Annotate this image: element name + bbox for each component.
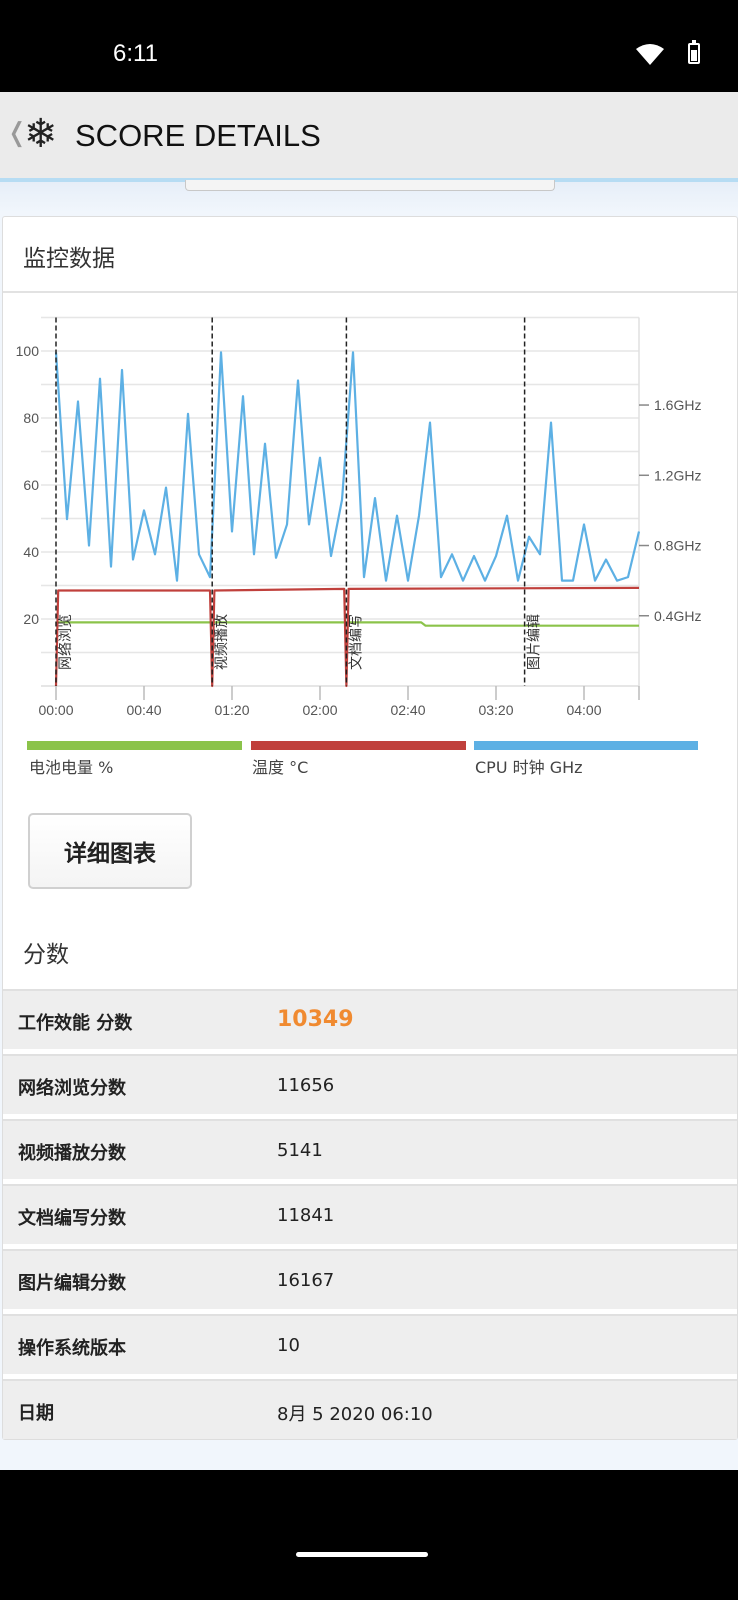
row-label: 文档编写分数	[18, 1208, 126, 1229]
detail-chart-button[interactable]: 详细图表	[28, 813, 192, 889]
battery-icon	[688, 40, 700, 64]
legend-cpu-swatch	[474, 741, 698, 750]
row-value: 8月 5 2020 06:10	[277, 1404, 433, 1425]
event-label: 文档编写	[348, 614, 364, 670]
y-left-tick-label: 100	[16, 343, 40, 359]
x-tick-label: 02:00	[302, 702, 337, 718]
x-tick-label: 03:20	[478, 702, 513, 718]
chevron-left-icon[interactable]: ❬	[6, 118, 28, 148]
y-left-tick-label: 20	[23, 611, 39, 627]
row-value: 10	[277, 1335, 300, 1356]
monitor-chart: 100 80 60 40 20 1.6GHz 1.2GHz 0.8GHz 0.4GHz 00:00…	[16, 316, 701, 718]
page-title: SCORE DETAILS	[75, 118, 321, 153]
status-bar: 6:11	[0, 0, 738, 92]
table-row: 图片编辑分数 16167	[3, 1249, 737, 1309]
event-label: 图片编辑	[527, 614, 543, 670]
row-label: 网络浏览分数	[18, 1078, 126, 1099]
y-right-tick-label: 0.8GHz	[654, 538, 701, 554]
x-tick-label: 01:20	[214, 702, 249, 718]
table-row: 文档编写分数 11841	[3, 1184, 737, 1244]
app-header: ❬ ❄ SCORE DETAILS	[0, 92, 738, 182]
row-value: 5141	[277, 1140, 323, 1161]
row-label: 图片编辑分数	[18, 1273, 126, 1294]
y-left-tick-label: 80	[23, 410, 39, 426]
x-tick-label: 02:40	[390, 702, 425, 718]
row-label: 操作系统版本	[18, 1338, 126, 1359]
legend-cpu-label: CPU 时钟 GHz	[475, 758, 583, 777]
legend-temperature-label: 温度 °C	[252, 758, 309, 777]
divider	[3, 291, 737, 293]
table-row: 日期 8月 5 2020 06:10	[3, 1379, 737, 1439]
row-value: 11841	[277, 1205, 335, 1226]
x-tick-label: 04:00	[566, 702, 601, 718]
x-tick-label: 00:40	[126, 702, 161, 718]
clock: 6:11	[113, 40, 158, 67]
monitor-title: 监控数据	[23, 246, 115, 272]
row-label: 视频播放分数	[18, 1143, 126, 1164]
y-left-tick-label: 60	[23, 477, 39, 493]
table-row: 工作效能 分数 10349	[3, 989, 737, 1049]
table-row: 视频播放分数 5141	[3, 1119, 737, 1179]
y-right-tick-label: 1.2GHz	[654, 467, 701, 483]
legend-battery-label: 电池电量 %	[29, 758, 114, 777]
event-label: 视频播放	[214, 614, 230, 670]
overall-score: 10349	[277, 1007, 354, 1032]
scores-table: 工作效能 分数 10349 网络浏览分数 11656 视频播放分数 5141 文档编写…	[3, 989, 737, 1444]
row-value: 11656	[277, 1075, 335, 1096]
row-label: 日期	[18, 1403, 54, 1424]
legend-temperature-swatch	[251, 741, 466, 750]
series-line-1	[54, 586, 640, 688]
wifi-icon	[636, 44, 664, 65]
series-line-0	[54, 351, 641, 582]
snowflake-icon: ❄	[24, 111, 58, 157]
table-row: 网络浏览分数 11656	[3, 1054, 737, 1114]
table-row: 操作系统版本 10	[3, 1314, 737, 1374]
monitor-card: 监控数据 100 80 60 40 20 1.6GHz 1.2GHz 0.8GHz 0.4GHz…	[2, 216, 738, 1440]
y-left-tick-label: 40	[23, 544, 39, 560]
row-label: 工作效能 分数	[18, 1013, 133, 1034]
y-right-tick-label: 0.4GHz	[654, 608, 701, 624]
x-tick-label: 00:00	[38, 702, 73, 718]
series-line-2	[58, 621, 639, 627]
home-indicator[interactable]	[296, 1552, 428, 1557]
previous-card-edge	[185, 180, 555, 191]
scores-title: 分数	[23, 942, 69, 968]
legend-battery-swatch	[27, 741, 242, 750]
event-label: 网络浏览	[58, 614, 74, 670]
content-area: 监控数据 100 80 60 40 20 1.6GHz 1.2GHz 0.8GHz 0.4GHz…	[0, 180, 738, 1470]
y-right-tick-label: 1.6GHz	[654, 397, 701, 413]
row-value: 16167	[277, 1270, 335, 1291]
